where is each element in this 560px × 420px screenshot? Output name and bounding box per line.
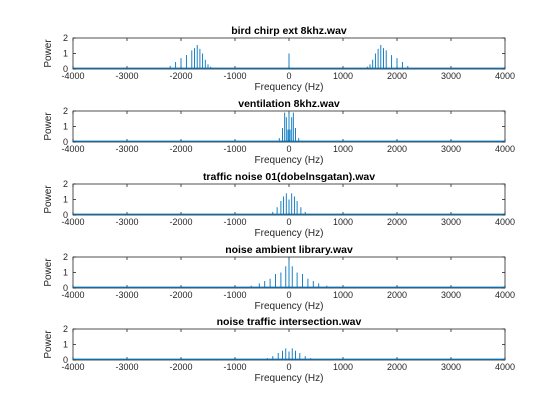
y-tick-label: 2 <box>63 252 68 262</box>
x-tick-label: 3000 <box>441 217 461 227</box>
x-tick-label: -2000 <box>169 144 192 154</box>
y-axis-label: Power <box>43 112 54 141</box>
y-tick-label: 0 <box>63 355 68 365</box>
y-tick-label: 1 <box>63 268 68 278</box>
x-tick-label: 1000 <box>333 71 353 81</box>
x-tick-label: -4000 <box>61 217 84 227</box>
y-tick-label: 0 <box>63 64 68 74</box>
x-tick-label: 0 <box>286 71 291 81</box>
x-tick-label: -3000 <box>115 217 138 227</box>
y-tick-label: 1 <box>63 195 68 205</box>
subplot-traffic-noise: traffic noise 01(dobelnsgatan).wav -4000 -… <box>43 171 515 239</box>
x-tick-label: -1000 <box>223 290 246 300</box>
x-tick-label: 1000 <box>333 290 353 300</box>
y-tick-label: 2 <box>63 179 68 189</box>
x-axis-label: Frequency (Hz) <box>255 301 324 312</box>
x-tick-label: 3000 <box>441 71 461 81</box>
x-tick-label: -4000 <box>61 71 84 81</box>
chart-title: bird chirp ext 8khz.wav <box>231 25 347 37</box>
x-tick-label: 4000 <box>495 144 515 154</box>
x-tick-label: -3000 <box>115 71 138 81</box>
subplot-bird-chirp: bird chirp ext 8khz.wav -4000 -3000 -2000 -1… <box>43 25 515 93</box>
subplot-traffic-intersection: noise traffic intersection.wav -4000 -3000… <box>43 316 515 384</box>
x-tick-label: -2000 <box>169 290 192 300</box>
chart-title: noise traffic intersection.wav <box>217 316 362 328</box>
x-tick-label: -3000 <box>115 144 138 154</box>
x-tick-label: -4000 <box>61 362 84 372</box>
y-tick-label: 2 <box>63 106 68 116</box>
x-tick-label: -1000 <box>223 362 246 372</box>
x-tick-label: 0 <box>286 144 291 154</box>
subplot-ventilation: ventilation 8khz.wav -4000 -3000 -2000 -1000… <box>43 98 515 166</box>
x-tick-label: 4000 <box>495 290 515 300</box>
x-tick-label: 4000 <box>495 362 515 372</box>
x-tick-label: -2000 <box>169 71 192 81</box>
x-tick-label: 2000 <box>387 217 407 227</box>
x-tick-label: -1000 <box>223 71 246 81</box>
y-axis-label: Power <box>43 258 54 287</box>
chart-title: traffic noise 01(dobelnsgatan).wav <box>203 171 375 183</box>
x-tick-label: 1000 <box>333 362 353 372</box>
y-tick-label: 0 <box>63 137 68 147</box>
x-tick-label: 1000 <box>333 217 353 227</box>
x-tick-label: -2000 <box>169 217 192 227</box>
x-tick-label: -3000 <box>115 362 138 372</box>
y-tick-label: 0 <box>63 210 68 220</box>
x-tick-label: -1000 <box>223 217 246 227</box>
x-axis-label: Frequency (Hz) <box>255 373 324 384</box>
x-tick-label: -1000 <box>223 144 246 154</box>
x-tick-label: 3000 <box>441 290 461 300</box>
x-tick-label: 0 <box>286 290 291 300</box>
x-tick-label: 2000 <box>387 71 407 81</box>
x-axis-label: Frequency (Hz) <box>255 82 324 93</box>
chart-title: ventilation 8khz.wav <box>238 98 340 110</box>
y-tick-label: 2 <box>63 33 68 43</box>
chart-title: noise ambient library.wav <box>225 244 353 256</box>
x-axis-label: Frequency (Hz) <box>255 155 324 166</box>
y-axis-label: Power <box>43 185 54 214</box>
y-tick-label: 1 <box>63 49 68 59</box>
subplot-ambient-library: noise ambient library.wav -4000 -3000 -2000… <box>43 244 515 312</box>
x-tick-label: -3000 <box>115 290 138 300</box>
x-tick-label: 2000 <box>387 290 407 300</box>
x-tick-label: 4000 <box>495 217 515 227</box>
x-tick-label: 1000 <box>333 144 353 154</box>
y-axis-label: Power <box>43 39 54 68</box>
y-axis-label: Power <box>43 330 54 359</box>
y-tick-label: 1 <box>63 340 68 350</box>
x-tick-label: 4000 <box>495 71 515 81</box>
x-tick-label: -4000 <box>61 144 84 154</box>
x-tick-label: 3000 <box>441 144 461 154</box>
x-tick-label: -4000 <box>61 290 84 300</box>
y-tick-label: 1 <box>63 122 68 132</box>
x-axis-label: Frequency (Hz) <box>255 228 324 239</box>
x-tick-label: 2000 <box>387 144 407 154</box>
x-tick-label: 0 <box>286 217 291 227</box>
y-tick-label: 0 <box>63 283 68 293</box>
x-tick-label: 3000 <box>441 362 461 372</box>
x-tick-label: 2000 <box>387 362 407 372</box>
y-tick-label: 2 <box>63 324 68 334</box>
x-tick-label: -2000 <box>169 362 192 372</box>
x-tick-label: 0 <box>286 362 291 372</box>
